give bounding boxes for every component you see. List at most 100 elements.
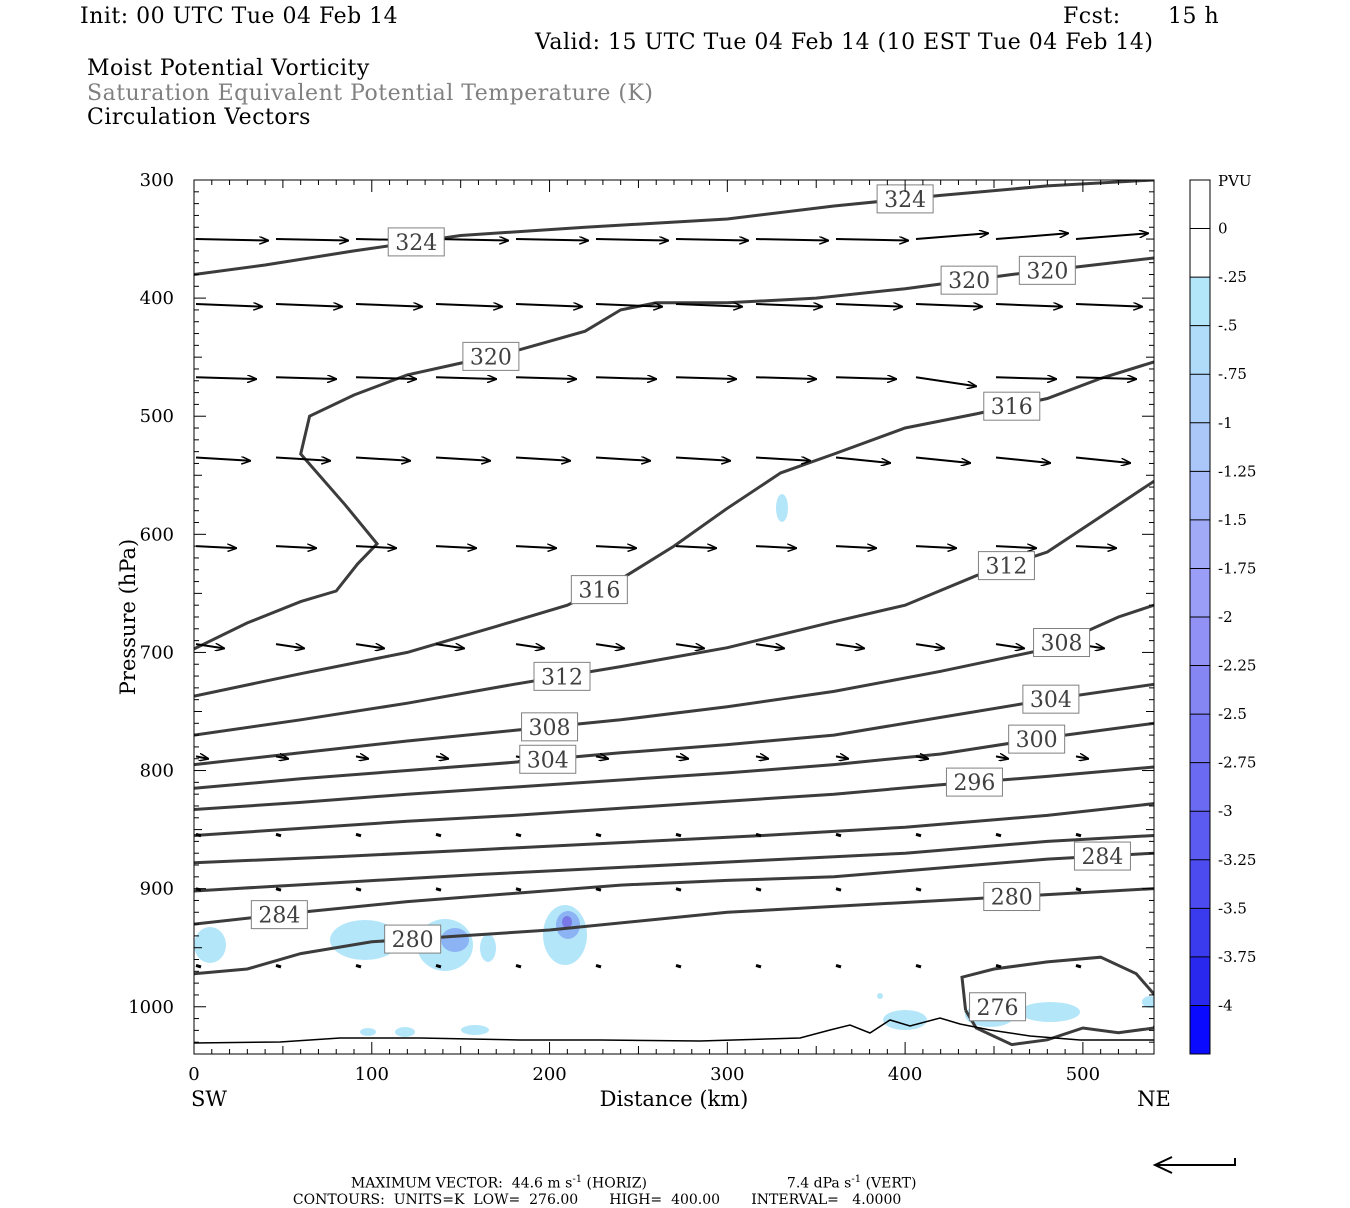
contour-label-300: 300	[1008, 724, 1066, 754]
vector-arrow	[835, 304, 902, 307]
vector-arrow	[355, 644, 384, 648]
vector-arrow	[435, 546, 476, 548]
colorbar-label: -4	[1218, 996, 1233, 1014]
field-title-vectors: Circulation Vectors	[87, 105, 311, 130]
vector-arrow	[915, 963, 922, 969]
colorbar-label: -1.75	[1218, 559, 1256, 577]
contour-label-320: 320	[1018, 255, 1076, 285]
mpv-patch	[395, 1027, 415, 1037]
vector-arrow	[755, 756, 768, 758]
mpv-patch	[441, 928, 469, 952]
vector-arrow	[675, 832, 682, 838]
contour-label-320: 320	[462, 341, 520, 371]
svg-text:320: 320	[470, 345, 512, 370]
max-vector-horiz: 44.6 m s	[511, 1175, 573, 1192]
vector-arrow	[755, 963, 762, 969]
contour-label-324: 324	[387, 227, 445, 257]
vector-arrow	[195, 546, 236, 548]
vector-arrow	[595, 458, 650, 461]
contour-300	[194, 721, 1154, 811]
vector-arrow	[915, 233, 988, 241]
vector-arrow	[595, 832, 602, 838]
colorbar-swatch	[1190, 568, 1210, 618]
svg-text:308: 308	[529, 716, 571, 741]
vector-arrow	[515, 832, 522, 838]
vector-arrow	[515, 239, 588, 240]
contour-label-308: 308	[521, 712, 579, 742]
vector-arrow	[995, 644, 1024, 648]
vector-arrow	[515, 963, 522, 969]
vector-arrow	[835, 644, 864, 648]
vector-arrow	[1075, 304, 1142, 307]
svg-text:284: 284	[258, 904, 300, 929]
colorbar-label: -2	[1218, 608, 1233, 626]
vector-arrow	[675, 239, 748, 240]
forecast-label: Fcst:	[1063, 4, 1121, 29]
terrain-line	[193, 1017, 1154, 1044]
vector-arrow	[995, 756, 1008, 758]
svg-text:312: 312	[985, 555, 1027, 580]
svg-text:304: 304	[1030, 688, 1072, 713]
contour-high-label: HIGH=	[609, 1192, 663, 1208]
field-title-mpv: Moist Potential Vorticity	[87, 56, 370, 81]
contour-312	[194, 479, 1154, 737]
contour-interval: 4.0000	[852, 1192, 902, 1208]
colorbar-swatch	[1190, 1005, 1210, 1055]
svg-text:284: 284	[1081, 845, 1123, 870]
vector-arrow	[275, 304, 342, 307]
contour-276	[960, 955, 1154, 1047]
colorbar-swatch	[1190, 908, 1210, 958]
vector-arrow	[435, 644, 464, 648]
vector-arrow	[755, 239, 828, 240]
vector-arrow	[355, 304, 422, 307]
x-tick-label: 500	[1066, 1064, 1100, 1085]
vector-arrow	[995, 456, 1050, 463]
vector-arrow	[595, 756, 608, 758]
vector-arrow	[1075, 456, 1130, 463]
vector-arrow	[595, 546, 636, 548]
y-tick-label: 900	[140, 879, 174, 900]
x-tick-label: 400	[888, 1064, 922, 1085]
vector-arrow	[675, 756, 688, 758]
mpv-patch	[776, 494, 788, 522]
svg-text:324: 324	[884, 188, 926, 213]
mpv-patch	[1020, 1002, 1080, 1022]
contour-label-296: 296	[945, 767, 1003, 797]
vector-arrow	[515, 304, 582, 307]
svg-text:316: 316	[578, 579, 620, 604]
reference-vector-arrow	[1152, 1156, 1236, 1174]
colorbar-swatch	[1190, 519, 1210, 569]
vector-arrow	[755, 832, 762, 838]
vector-arrow	[595, 963, 602, 969]
contour-label-312: 312	[977, 551, 1035, 581]
svg-text:280: 280	[392, 928, 434, 953]
vector-arrow	[915, 376, 976, 386]
vector-arrow	[755, 887, 762, 892]
svg-text:304: 304	[527, 748, 569, 773]
contour-304	[194, 682, 1154, 790]
theta-es-contours	[194, 180, 1154, 1047]
colorbar-label: -1	[1218, 414, 1233, 432]
contour-324	[194, 180, 1154, 276]
contour-label-312: 312	[533, 661, 591, 691]
vector-arrow	[195, 377, 256, 379]
contour-label: CONTOURS:	[292, 1192, 385, 1208]
svg-text:280: 280	[991, 886, 1033, 911]
colorbar-swatch	[1190, 422, 1210, 472]
colorbar-label: -1.25	[1218, 462, 1256, 480]
colorbar-swatch	[1190, 374, 1210, 424]
vector-arrow	[835, 963, 842, 969]
vector-arrow	[195, 239, 268, 240]
colorbar-unit: PVU	[1218, 172, 1252, 190]
vector-arrow	[275, 832, 282, 838]
contour-284	[194, 851, 1154, 926]
contour-labels: 324 324 320 320 320 316 316 312 312 308 308 304 304 3…	[250, 184, 1131, 1022]
x-tick-label: 0	[188, 1064, 199, 1085]
vector-arrow	[995, 233, 1068, 241]
vector-arrow	[195, 756, 208, 758]
max-vector-vert-info: 7.4 dPa s-1 (VERT)	[778, 1158, 917, 1192]
vector-arrow	[995, 546, 1036, 548]
max-vector-info: MAXIMUM VECTOR: 44.6 m s-1 (HORIZ)	[342, 1158, 647, 1192]
colorbar-label: -3.5	[1218, 899, 1247, 917]
vector-arrow	[435, 458, 490, 461]
